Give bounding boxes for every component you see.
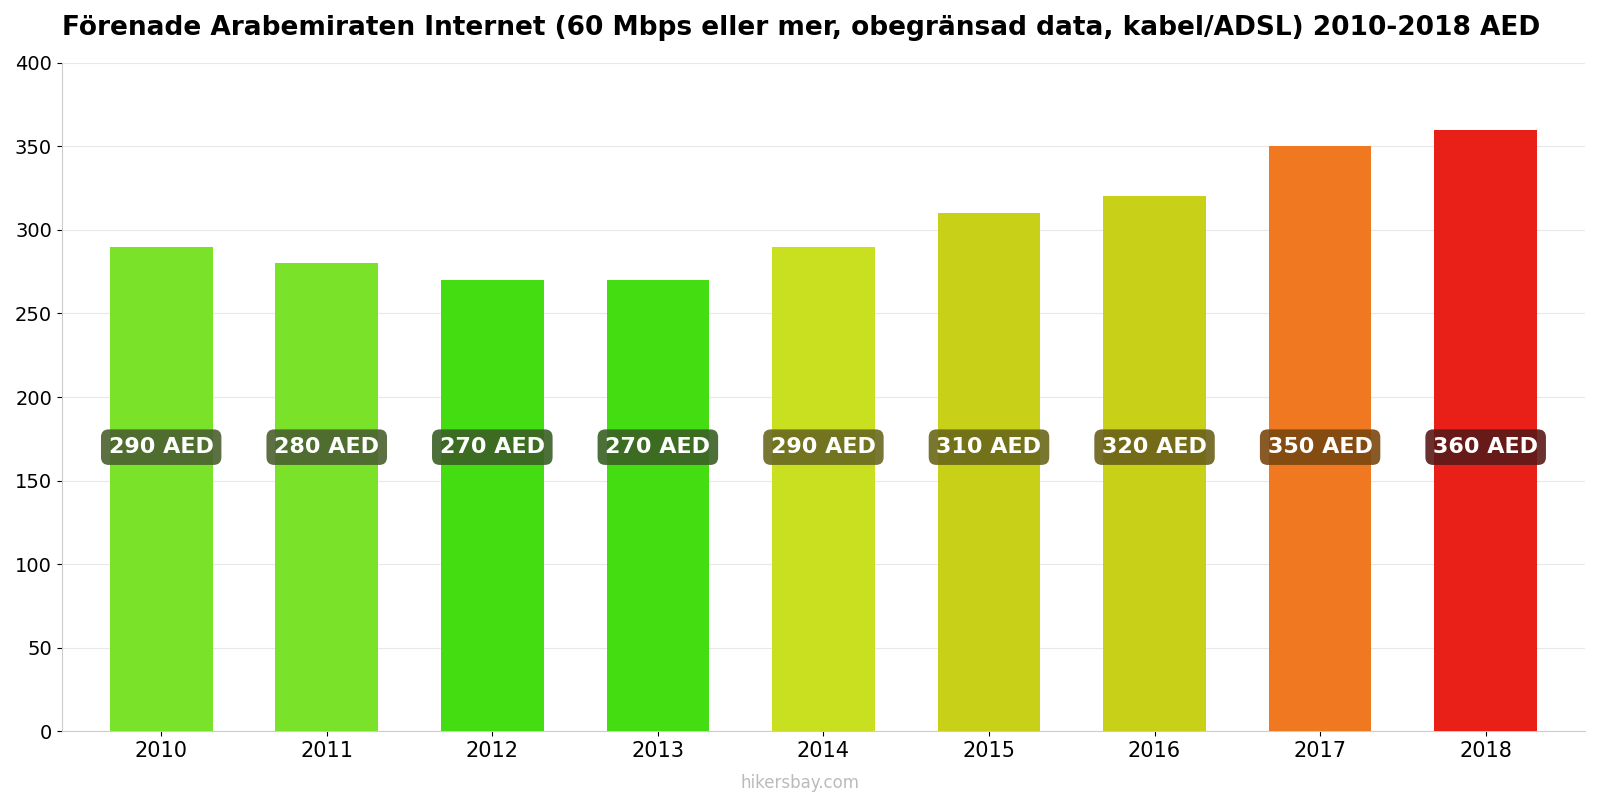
Text: 350 AED: 350 AED: [1267, 437, 1373, 457]
Bar: [1269, 146, 1371, 731]
Bar: [1104, 197, 1206, 731]
Text: 270 AED: 270 AED: [605, 437, 710, 457]
Text: 360 AED: 360 AED: [1434, 437, 1538, 457]
Text: 290 AED: 290 AED: [771, 437, 875, 457]
Bar: [1434, 130, 1538, 731]
Text: 270 AED: 270 AED: [440, 437, 546, 457]
Text: 310 AED: 310 AED: [936, 437, 1042, 457]
Text: hikersbay.com: hikersbay.com: [741, 774, 859, 792]
Bar: [773, 246, 875, 731]
Bar: [938, 213, 1040, 731]
Bar: [275, 263, 378, 731]
Text: 280 AED: 280 AED: [274, 437, 379, 457]
Bar: [606, 280, 709, 731]
Text: Förenade Arabemiraten Internet (60 Mbps eller mer, obegränsad data, kabel/ADSL) : Förenade Arabemiraten Internet (60 Mbps …: [62, 15, 1541, 41]
Bar: [442, 280, 544, 731]
Text: 290 AED: 290 AED: [109, 437, 214, 457]
Bar: [110, 246, 213, 731]
Text: 320 AED: 320 AED: [1102, 437, 1206, 457]
